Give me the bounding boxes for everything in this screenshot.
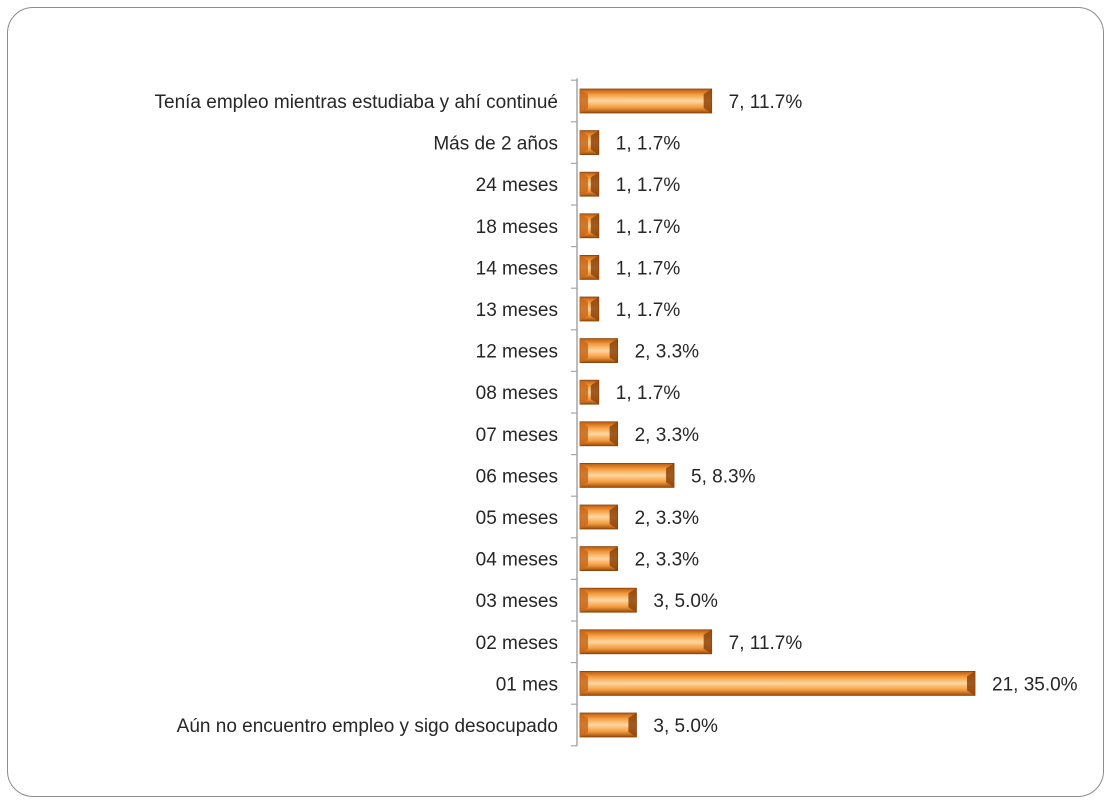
data-label: 1, 1.7% bbox=[616, 217, 681, 238]
category-label: 07 meses bbox=[476, 425, 558, 446]
data-label: 3, 5.0% bbox=[653, 716, 718, 737]
category-label: 01 mes bbox=[496, 674, 558, 695]
category-label: 08 meses bbox=[476, 383, 558, 404]
bar bbox=[579, 379, 600, 405]
bar bbox=[579, 546, 619, 571]
axis-layer: Tenía empleo mientras estudiaba y ahí co… bbox=[155, 78, 578, 747]
category-label: 03 meses bbox=[476, 591, 558, 612]
data-label: 2, 3.3% bbox=[635, 550, 700, 571]
category-label: 14 meses bbox=[476, 258, 558, 279]
bar bbox=[579, 254, 600, 280]
chart-frame bbox=[7, 7, 1104, 797]
bar bbox=[579, 213, 600, 239]
category-label: 05 meses bbox=[476, 508, 558, 529]
data-label: 2, 3.3% bbox=[635, 425, 700, 446]
category-label: 18 meses bbox=[476, 217, 558, 238]
bar bbox=[579, 296, 600, 322]
bar bbox=[579, 712, 637, 738]
category-label: Más de 2 años bbox=[433, 134, 558, 155]
bars-layer: 7, 11.7% 1, 1.7% 1, 1.7% 1, 1.7% 1, 1.7% 1, 1… bbox=[579, 88, 1078, 738]
data-label: 7, 11.7% bbox=[729, 633, 803, 654]
data-label: 1, 1.7% bbox=[616, 175, 681, 196]
category-label: 02 meses bbox=[476, 633, 558, 654]
category-label: Aún no encuentro empleo y sigo desocupad… bbox=[177, 716, 558, 737]
category-label: 06 meses bbox=[476, 466, 558, 487]
bar bbox=[579, 130, 600, 156]
bar bbox=[579, 171, 600, 197]
bar bbox=[579, 671, 976, 696]
data-label: 1, 1.7% bbox=[616, 300, 681, 321]
bar bbox=[579, 338, 619, 364]
category-label: Tenía empleo mientras estudiaba y ahí co… bbox=[155, 92, 558, 113]
data-label: 2, 3.3% bbox=[635, 508, 700, 529]
data-label: 1, 1.7% bbox=[616, 383, 681, 404]
bar bbox=[579, 587, 637, 613]
data-label: 1, 1.7% bbox=[616, 258, 681, 279]
data-label: 21, 35.0% bbox=[992, 674, 1078, 695]
bar bbox=[579, 421, 619, 447]
bar bbox=[579, 629, 713, 655]
category-label: 24 meses bbox=[476, 175, 558, 196]
data-label: 7, 11.7% bbox=[729, 92, 803, 113]
data-label: 3, 5.0% bbox=[653, 591, 718, 612]
data-label: 5, 8.3% bbox=[691, 466, 756, 487]
category-label: 12 meses bbox=[476, 342, 558, 363]
data-label: 2, 3.3% bbox=[635, 342, 700, 363]
category-label: 04 meses bbox=[476, 550, 558, 571]
data-label: 1, 1.7% bbox=[616, 134, 681, 155]
bar bbox=[579, 88, 713, 114]
category-label: 13 meses bbox=[476, 300, 558, 321]
bar bbox=[579, 504, 619, 530]
bar bbox=[579, 462, 675, 488]
